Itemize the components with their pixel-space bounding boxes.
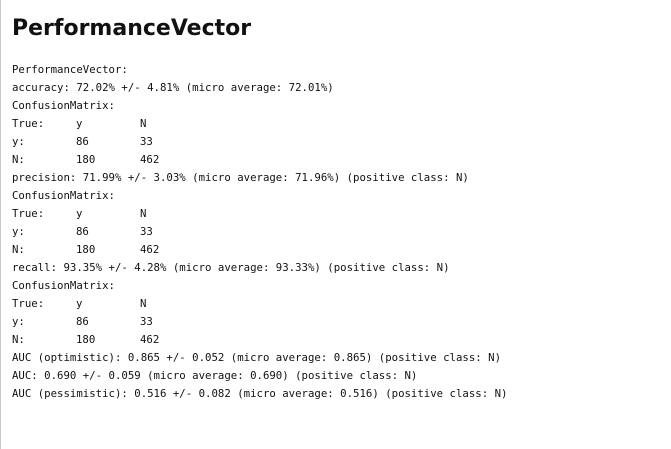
cm-cell: N: [12, 153, 25, 166]
cm-cell: N [140, 207, 147, 220]
cm-cell: 33 [140, 225, 153, 238]
cm-cell: 33 [140, 135, 153, 148]
cm-cell: 180 [76, 243, 96, 256]
cm-cell: True: [12, 207, 45, 220]
precision-cm-row: y: 86 33 [12, 223, 507, 241]
accuracy-cm-row: N: 180 462 [12, 151, 507, 169]
performance-report: PerformanceVector: accuracy: 72.02% +/- … [12, 61, 507, 403]
cm-cell: 86 [76, 315, 89, 328]
report-header: PerformanceVector: [12, 63, 128, 76]
accuracy-cm-row: y: 86 33 [12, 133, 507, 151]
recall-cm-row: N: 180 462 [12, 331, 507, 349]
cm-cell: y: [12, 135, 25, 148]
cm-cell: 33 [140, 315, 153, 328]
cm-cell: y [76, 297, 83, 310]
precision-cm-row: N: 180 462 [12, 241, 507, 259]
cm-cell: y: [12, 225, 25, 238]
precision-confusion-matrix-label: ConfusionMatrix: [12, 189, 115, 202]
auc-optimistic-line: AUC (optimistic): 0.865 +/- 0.052 (micro… [12, 351, 502, 364]
page-title: PerformanceVector [12, 16, 252, 41]
cm-cell: N [140, 297, 147, 310]
cm-cell: True: [12, 117, 45, 130]
cm-cell: 462 [140, 243, 160, 256]
accuracy-confusion-matrix-label: ConfusionMatrix: [12, 99, 115, 112]
recall-cm-row: y: 86 33 [12, 313, 507, 331]
cm-cell: True: [12, 297, 45, 310]
cm-cell: 462 [140, 333, 160, 346]
cm-cell: N: [12, 333, 25, 346]
cm-cell: N: [12, 243, 25, 256]
cm-cell: N [140, 117, 147, 130]
cm-cell: 180 [76, 333, 96, 346]
accuracy-line: accuracy: 72.02% +/- 4.81% (micro averag… [12, 81, 334, 94]
cm-cell: y [76, 207, 83, 220]
cm-cell: 86 [76, 135, 89, 148]
cm-cell: 86 [76, 225, 89, 238]
auc-line: AUC: 0.690 +/- 0.059 (micro average: 0.6… [12, 369, 418, 382]
precision-cm-header-row: True: y N [12, 205, 507, 223]
cm-cell: 180 [76, 153, 96, 166]
auc-pessimistic-line: AUC (pessimistic): 0.516 +/- 0.082 (micr… [12, 387, 508, 400]
cm-cell: y [76, 117, 83, 130]
recall-cm-header-row: True: y N [12, 295, 507, 313]
recall-line: recall: 93.35% +/- 4.28% (micro average:… [12, 261, 450, 274]
cm-cell: 462 [140, 153, 160, 166]
precision-line: precision: 71.99% +/- 3.03% (micro avera… [12, 171, 469, 184]
recall-confusion-matrix-label: ConfusionMatrix: [12, 279, 115, 292]
accuracy-cm-header-row: True: y N [12, 115, 507, 133]
cm-cell: y: [12, 315, 25, 328]
